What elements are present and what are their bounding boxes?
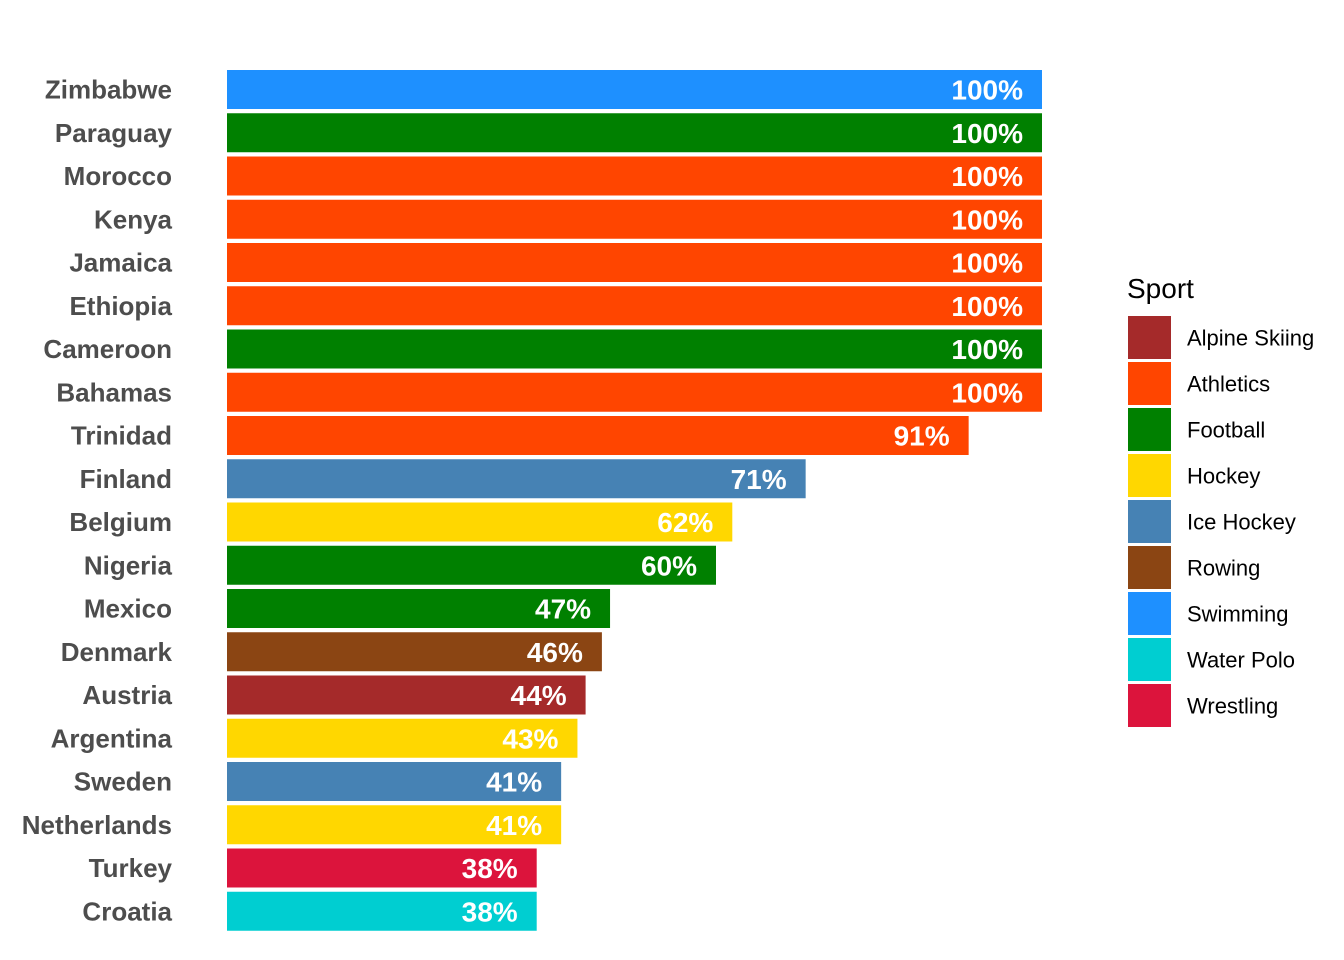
bar-croatia (227, 891, 537, 931)
value-label: 46% (527, 637, 583, 668)
legend-label: Athletics (1187, 372, 1270, 397)
tick-label-croatia: Croatia (82, 896, 172, 926)
value-label: 100% (951, 334, 1023, 365)
legend-swatch (1128, 362, 1171, 405)
legend-swatch (1128, 500, 1171, 543)
legend-label: Hockey (1187, 464, 1260, 489)
tick-label-austria: Austria (82, 680, 172, 710)
bar-morocco (227, 156, 1042, 196)
tick-label-jamaica: Jamaica (69, 248, 172, 278)
legend-label: Swimming (1187, 602, 1288, 627)
value-label: 71% (731, 464, 787, 495)
value-label: 38% (462, 853, 518, 884)
bar-austria (227, 675, 586, 715)
bar-finland (227, 459, 806, 499)
tick-label-ethiopia: Ethiopia (69, 291, 172, 321)
country-labels: Zimbabwe Paraguay Morocco Kenya Jamaica Ethio… (22, 75, 173, 927)
bar-turkey (227, 848, 537, 888)
value-label: 38% (462, 896, 518, 927)
tick-label-morocco: Morocco (64, 161, 172, 191)
value-label: 100% (951, 204, 1023, 235)
legend-label: Rowing (1187, 556, 1260, 581)
legend-label: Football (1187, 418, 1265, 443)
value-label: 100% (951, 118, 1023, 149)
legend-swatch (1128, 546, 1171, 589)
value-label: 41% (486, 767, 542, 798)
tick-label-cameroon: Cameroon (43, 334, 172, 364)
bars-group: 100%100%100%100%100%100%100%100%91%71%62… (227, 70, 1042, 931)
value-label: 100% (951, 291, 1023, 322)
value-label: 100% (951, 75, 1023, 106)
tick-label-turkey: Turkey (89, 853, 173, 883)
value-label: 91% (894, 421, 950, 452)
bar-argentina (227, 718, 578, 758)
bar-jamaica (227, 243, 1042, 282)
tick-label-netherlands: Netherlands (22, 810, 172, 840)
value-label: 62% (657, 507, 713, 538)
value-label: 100% (951, 161, 1023, 192)
legend-title: Sport (1127, 273, 1194, 304)
bar-denmark (227, 632, 602, 672)
tick-label-sweden: Sweden (74, 767, 172, 797)
value-label: 47% (535, 594, 591, 625)
bar-bahamas (227, 372, 1042, 412)
value-label: 41% (486, 810, 542, 841)
legend-swatch (1128, 408, 1171, 451)
legend-label: Alpine Skiing (1187, 326, 1314, 351)
legend-swatch (1128, 316, 1171, 359)
tick-label-denmark: Denmark (61, 637, 173, 667)
legend-label: Wrestling (1187, 694, 1278, 719)
legend-swatch (1128, 592, 1171, 635)
value-label: 44% (511, 680, 567, 711)
bar-cameroon (227, 329, 1042, 369)
tick-label-argentina: Argentina (51, 723, 173, 753)
tick-label-finland: Finland (80, 464, 172, 494)
bar-ethiopia (227, 286, 1042, 326)
value-label: 43% (502, 723, 558, 754)
tick-label-nigeria: Nigeria (84, 550, 173, 580)
bar-mexico (227, 589, 611, 628)
tick-label-trinidad: Trinidad (71, 421, 172, 451)
tick-label-belgium: Belgium (69, 507, 172, 537)
bar-trinidad (227, 416, 969, 455)
tick-label-zimbabwe: Zimbabwe (45, 75, 172, 105)
bar-kenya (227, 199, 1042, 239)
tick-label-paraguay: Paraguay (55, 118, 173, 148)
value-label: 100% (951, 377, 1023, 408)
bar-belgium (227, 502, 733, 542)
tick-label-bahamas: Bahamas (56, 377, 172, 407)
tick-label-mexico: Mexico (84, 594, 172, 624)
bar-sweden (227, 762, 562, 801)
bar-nigeria (227, 545, 716, 585)
bar-paraguay (227, 113, 1042, 153)
legend-swatch (1128, 454, 1171, 497)
bar-zimbabwe (227, 70, 1042, 109)
value-label: 100% (951, 248, 1023, 279)
legend-items: Alpine Skiing Athletics Football Hockey Ice … (1128, 316, 1314, 727)
legend-swatch (1128, 638, 1171, 681)
value-label: 60% (641, 550, 697, 581)
legend-label: Water Polo (1187, 648, 1295, 673)
legend-label: Ice Hockey (1187, 510, 1296, 535)
legend: Sport Alpine Skiing Athletics Football Hock… (1127, 273, 1314, 727)
tick-label-kenya: Kenya (94, 204, 173, 234)
legend-swatch (1128, 684, 1171, 727)
bar-netherlands (227, 805, 562, 845)
